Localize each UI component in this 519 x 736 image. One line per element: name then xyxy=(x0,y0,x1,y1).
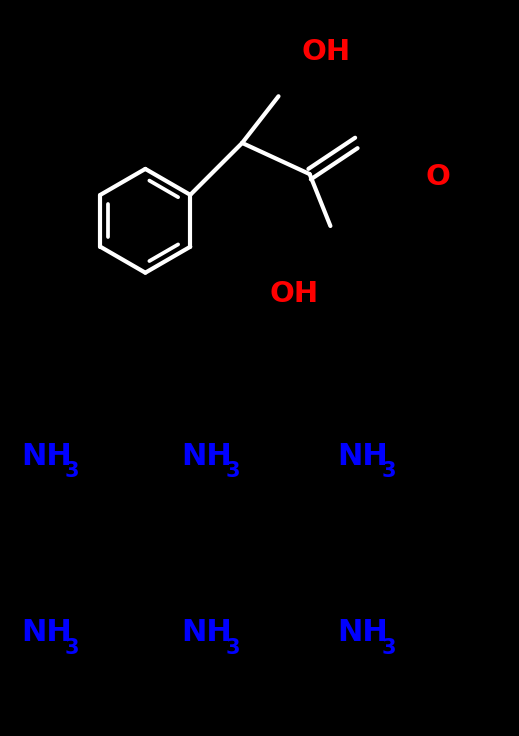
Text: NH: NH xyxy=(182,442,233,471)
Text: NH: NH xyxy=(21,618,72,648)
Text: 3: 3 xyxy=(381,637,396,658)
Text: OH: OH xyxy=(301,38,350,66)
Text: OH: OH xyxy=(270,280,319,308)
Text: NH: NH xyxy=(337,618,388,648)
Text: 3: 3 xyxy=(65,637,79,658)
Text: NH: NH xyxy=(21,442,72,471)
Text: 3: 3 xyxy=(226,461,240,481)
Text: NH: NH xyxy=(337,442,388,471)
Text: O: O xyxy=(426,163,450,191)
Text: 3: 3 xyxy=(226,637,240,658)
Text: 3: 3 xyxy=(381,461,396,481)
Text: 3: 3 xyxy=(65,461,79,481)
Text: NH: NH xyxy=(182,618,233,648)
